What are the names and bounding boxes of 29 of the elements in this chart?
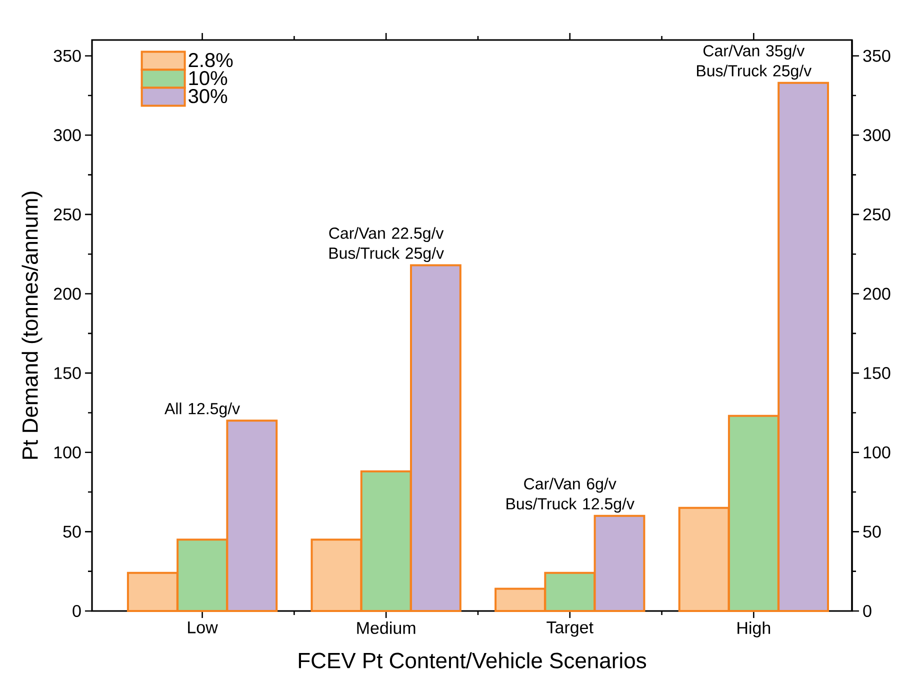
y2-tick-label: 100: [864, 446, 890, 458]
y-tick-label: 250: [54, 208, 81, 220]
y-tick-label: 150: [54, 367, 81, 380]
y-axis-title: Pt Demand (tonnes/annum): [22, 192, 42, 459]
annotation: Car/Van 6g/v Bus/Truck 12.5g/v: [506, 478, 634, 513]
x-tick-label: Medium: [357, 622, 416, 634]
x-axis-title: FCEV Pt Content/Vehicle Scenarios: [298, 652, 646, 668]
legend-label: 30%: [188, 89, 228, 104]
y-tick-label: 300: [54, 129, 81, 142]
y-tick-label: 50: [63, 526, 81, 538]
x-tick-label: High: [738, 622, 770, 638]
y2-tick-label: 0: [863, 604, 872, 618]
legend-label: 2.8%: [188, 53, 233, 68]
y2-tick-label: 150: [864, 367, 890, 380]
annotation: Car/Van 22.5g/v Bus/Truck 25g/v: [329, 227, 444, 262]
annotation: All 12.5g/v: [164, 402, 240, 418]
y2-tick-label: 200: [863, 288, 890, 300]
legend-label: 10%: [189, 71, 228, 86]
y2-tick-label: 250: [863, 208, 890, 220]
y-tick-label: 350: [54, 50, 81, 62]
x-tick-label: Target: [546, 622, 594, 637]
y-tick-label: 200: [54, 288, 81, 300]
y2-tick-label: 50: [863, 526, 881, 538]
y2-tick-label: 300: [863, 129, 890, 142]
y-tick-label: 100: [54, 446, 81, 458]
y-tick-label: 0: [72, 604, 81, 618]
annotation: Car/Van 35g/v Bus/Truck 25g/v: [697, 44, 812, 80]
x-tick-label: Low: [188, 622, 218, 634]
y2-tick-label: 350: [863, 50, 890, 62]
